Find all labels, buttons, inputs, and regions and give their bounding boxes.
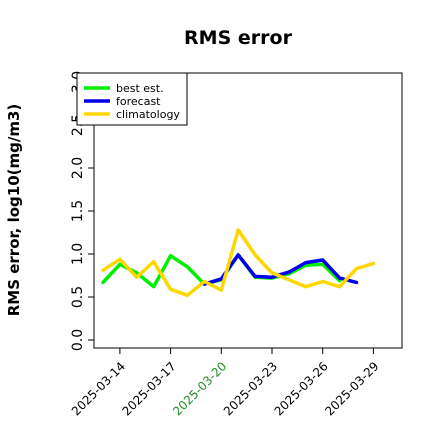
y-tick-label: 1.0 [70,243,86,265]
y-tick-label: 2.0 [70,157,86,179]
x-axis: 2025-03-142025-03-172025-03-202025-03-23… [69,348,382,418]
x-tick-label: 2025-03-29 [322,359,381,418]
legend-label: climatology [116,108,180,121]
legend-box [76,72,188,126]
y-tick-label: 0.5 [70,286,86,308]
series-line-best-est [101,253,342,289]
y-tick-label: 0.0 [70,329,86,351]
chart-title: RMS error [184,27,293,49]
y-axis-label: RMS error, log10(mg/m3) [5,104,23,317]
legend-label: best est. [116,82,164,95]
series-line-climatology [101,228,376,298]
y-tick-label: 1.5 [70,200,86,222]
legend-label: forecast [116,95,161,108]
series-layer [101,228,376,298]
